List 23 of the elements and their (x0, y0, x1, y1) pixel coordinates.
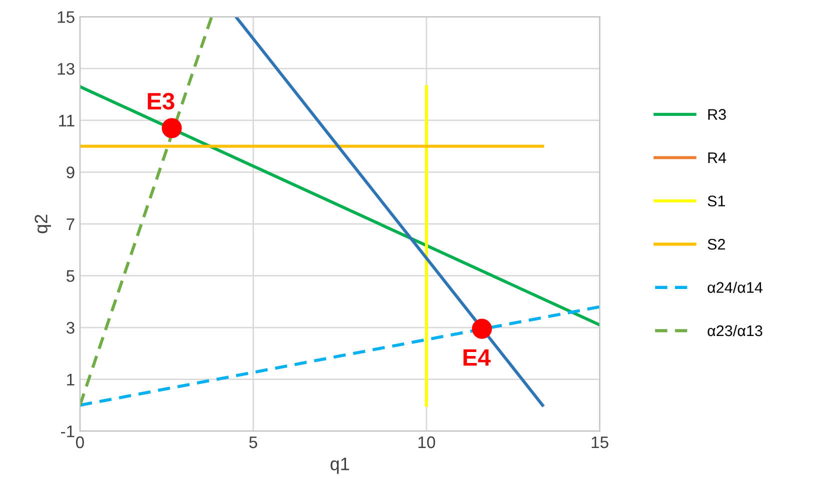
legend-label: α24/α14 (708, 282, 762, 293)
legend-label: R4 (708, 152, 726, 163)
annotation: E3 (148, 92, 174, 110)
y-tick-label: 1 (67, 374, 74, 386)
x-tick-label: 15 (592, 436, 608, 448)
y-tick-label: 5 (66, 270, 74, 282)
legend-label: S1 (708, 196, 725, 206)
y-tick-label: -1 (61, 426, 74, 438)
y-tick-label: 11 (59, 114, 74, 126)
x-axis-title: q1 (330, 458, 350, 474)
x-tick-label: 5 (249, 436, 258, 448)
x-tick-label: 0 (76, 436, 84, 448)
y-tick-label: 13 (58, 62, 74, 75)
y-tick-label: 3 (66, 322, 74, 334)
y-axis-title: q2 (34, 214, 52, 234)
y-tick-label: 7 (66, 218, 74, 230)
legend-label: α23/α13 (708, 324, 762, 336)
y-tick-label: 9 (66, 166, 74, 178)
legend-label: S2 (708, 238, 725, 250)
annotation: E4 (464, 349, 491, 366)
x-tick-label: 10 (418, 436, 436, 448)
legend-label: R3 (708, 109, 726, 120)
y-tick-label: 15 (58, 11, 74, 23)
